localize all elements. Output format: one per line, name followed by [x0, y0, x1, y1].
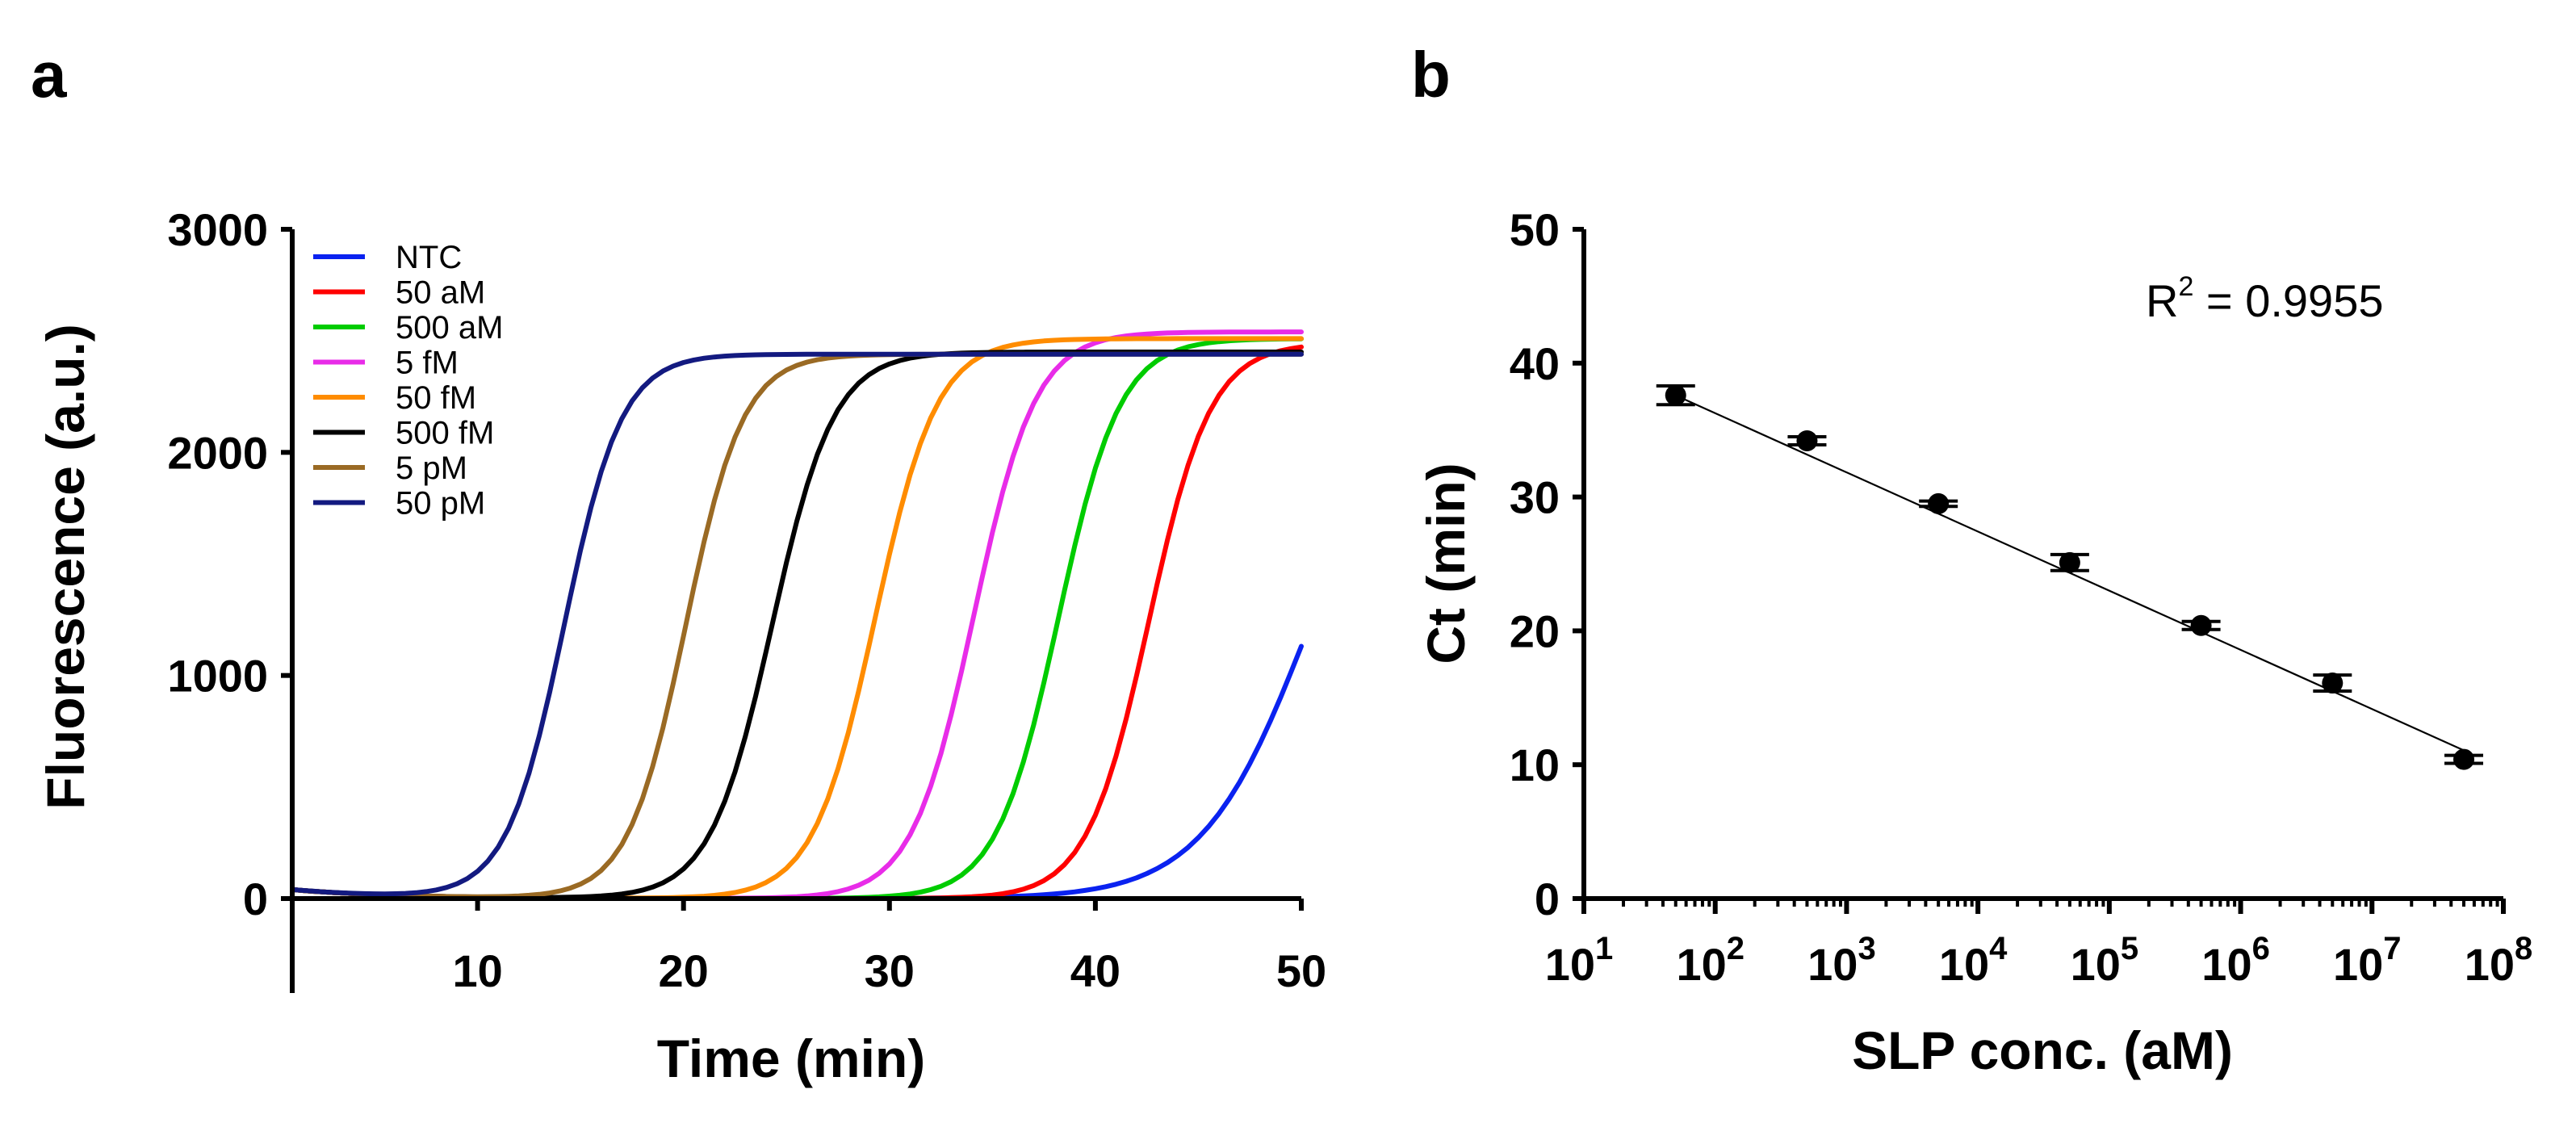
chart-b-data-point [1665, 384, 1686, 406]
chart-b-data-point-group [2313, 673, 2352, 694]
chart-b-data-point [1796, 430, 1818, 451]
chart-a-y-tick-label: 1000 [167, 651, 268, 702]
chart-b-x-tick-label: 106 [2201, 931, 2270, 990]
series-line-50-pm [290, 351, 1304, 897]
chart-b-axes [1581, 229, 2503, 901]
legend-label: 5 pM [396, 450, 467, 486]
chart-b-points [1656, 383, 2484, 770]
chart-a-y-ticks: 0 1000 2000 3000 [167, 204, 292, 924]
chart-b-x-tick-label: 108 [2465, 931, 2533, 990]
chart-b-x-ticks: 101 102 103 104 105 106 107 108 [1545, 899, 2533, 990]
legend-label: 50 fM [396, 380, 476, 416]
chart-a-x-tick-label: 50 [1276, 945, 1326, 996]
chart-b-y-tick-label: 30 [1510, 472, 1560, 523]
chart-b-data-point-group [2444, 748, 2484, 770]
chart-b-y-ticks: 0 10 20 30 40 50 [1510, 204, 1584, 924]
r-squared-superscript: 2 [2178, 271, 2193, 302]
chart-a-y-axis-title: Fluorescence (a.u.) [36, 324, 95, 810]
r-squared-value: = 0.9955 [2193, 275, 2383, 326]
chart-b-data-point-group [1656, 383, 1695, 407]
chart-b: 0 10 20 30 40 50 101 102 103 104 105 106 107 108 R2 … [1416, 204, 2532, 1080]
chart-b-data-point [1928, 492, 1950, 514]
r-squared-prefix: R [2146, 275, 2178, 326]
chart-b-x-tick-label: 101 [1545, 931, 1614, 990]
panel-a-letter: a [31, 39, 67, 111]
legend-label: NTC [396, 240, 462, 275]
chart-b-x-tick-label: 103 [1807, 931, 1876, 990]
chart-b-data-point-group [1787, 430, 1827, 451]
legend-label: 50 aM [396, 275, 485, 311]
chart-b-y-tick-label: 10 [1510, 740, 1560, 790]
chart-b-y-tick-label: 20 [1510, 605, 1560, 656]
chart-b-data-point [2322, 673, 2344, 694]
chart-a-x-axis-title: Time (min) [657, 1029, 925, 1088]
chart-b-data-point-group [1919, 492, 1958, 514]
chart-b-data-point [2059, 551, 2080, 573]
chart-b-data-point [2453, 748, 2475, 770]
chart-a-x-tick-label: 20 [659, 945, 709, 996]
panel-b-letter: b [1411, 39, 1451, 111]
chart-b-x-axis-title: SLP conc. (aM) [1852, 1020, 2233, 1080]
chart-b-data-point-group [2181, 614, 2221, 636]
legend-label: 500 fM [396, 416, 494, 451]
chart-b-x-tick-label: 105 [2071, 931, 2139, 990]
chart-a-axes [290, 229, 1301, 993]
chart-a-x-tick-label: 30 [865, 945, 915, 996]
chart-a-y-tick-label: 0 [243, 874, 268, 924]
legend-label: 5 fM [396, 346, 459, 381]
chart-b-data-point [2190, 614, 2212, 636]
chart-b-y-axis-title: Ct (min) [1416, 463, 1476, 664]
chart-a-x-ticks: 10 20 30 40 50 [452, 899, 1326, 996]
chart-b-x-tick-label: 102 [1676, 931, 1745, 990]
chart-a-x-tick-label: 40 [1070, 945, 1120, 996]
chart-a-y-tick-label: 3000 [167, 204, 268, 255]
chart-b-y-tick-label: 50 [1510, 204, 1560, 255]
legend-label: 50 pM [396, 486, 485, 522]
chart-b-x-tick-label: 107 [2333, 931, 2402, 990]
r-squared-annotation: R2 = 0.9955 [2146, 271, 2383, 326]
chart-a-y-tick-label: 2000 [167, 427, 268, 478]
legend-label: 500 aM [396, 310, 503, 346]
chart-a-x-tick-label: 10 [452, 945, 502, 996]
chart-b-data-point-group [2050, 551, 2089, 573]
chart-b-y-tick-label: 40 [1510, 338, 1560, 389]
chart-b-y-tick-label: 0 [1535, 874, 1560, 924]
chart-b-x-tick-label: 104 [1939, 931, 2008, 990]
